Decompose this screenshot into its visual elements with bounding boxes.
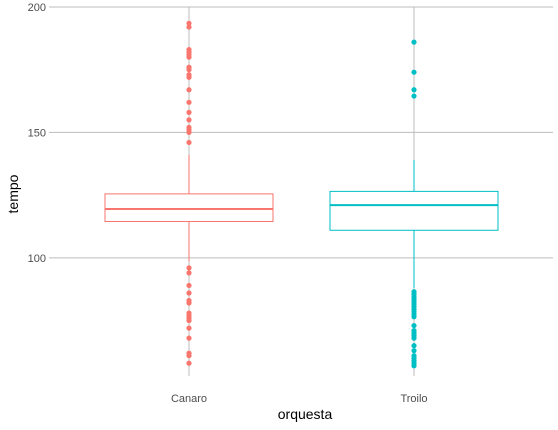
outlier-point — [186, 325, 192, 331]
outlier-point — [186, 117, 192, 123]
box-group-troilo — [329, 39, 499, 369]
y-tick-label: 200 — [28, 2, 46, 14]
outlier-point — [186, 67, 192, 73]
outlier-point — [186, 300, 192, 306]
box-group-canaro — [104, 20, 274, 366]
outlier-point — [186, 282, 192, 289]
outlier-point — [186, 109, 192, 115]
outlier-point — [411, 87, 417, 93]
outlier-point — [186, 317, 192, 324]
outlier-point — [186, 265, 192, 271]
outlier-point — [411, 348, 417, 354]
outlier-point — [411, 314, 417, 320]
outlier-point — [411, 343, 417, 349]
outlier-point — [186, 87, 192, 93]
y-tick-label: 100 — [28, 253, 46, 265]
y-tick-label: 150 — [28, 127, 46, 139]
outlier-point — [411, 363, 417, 369]
outlier-point — [186, 270, 192, 276]
outlier-point — [186, 139, 192, 146]
x-tick-label: Canaro — [171, 393, 207, 405]
outlier-point — [411, 322, 417, 329]
outlier-point — [411, 39, 417, 45]
outlier-point — [186, 290, 192, 296]
outlier-point — [186, 335, 192, 341]
outlier-point — [186, 54, 192, 60]
tick-layer: 100 150 200 Canaro Troilo — [28, 2, 428, 405]
outlier-point — [186, 353, 192, 359]
outlier-point — [186, 74, 192, 80]
grid-layer — [53, 6, 553, 372]
outlier-point — [411, 93, 417, 99]
outlier-point — [186, 20, 192, 26]
iqr-box — [104, 193, 274, 222]
outlier-point — [186, 129, 192, 136]
outlier-point — [411, 69, 417, 75]
x-axis-title: orquesta — [278, 406, 333, 422]
outlier-point — [411, 335, 417, 341]
y-axis-title: tempo — [5, 174, 21, 213]
x-tick-label: Troilo — [400, 393, 427, 405]
box-layer — [104, 20, 499, 369]
iqr-box — [329, 190, 499, 231]
outlier-point — [186, 24, 192, 30]
outlier-point — [186, 99, 192, 105]
outlier-point — [186, 360, 192, 366]
